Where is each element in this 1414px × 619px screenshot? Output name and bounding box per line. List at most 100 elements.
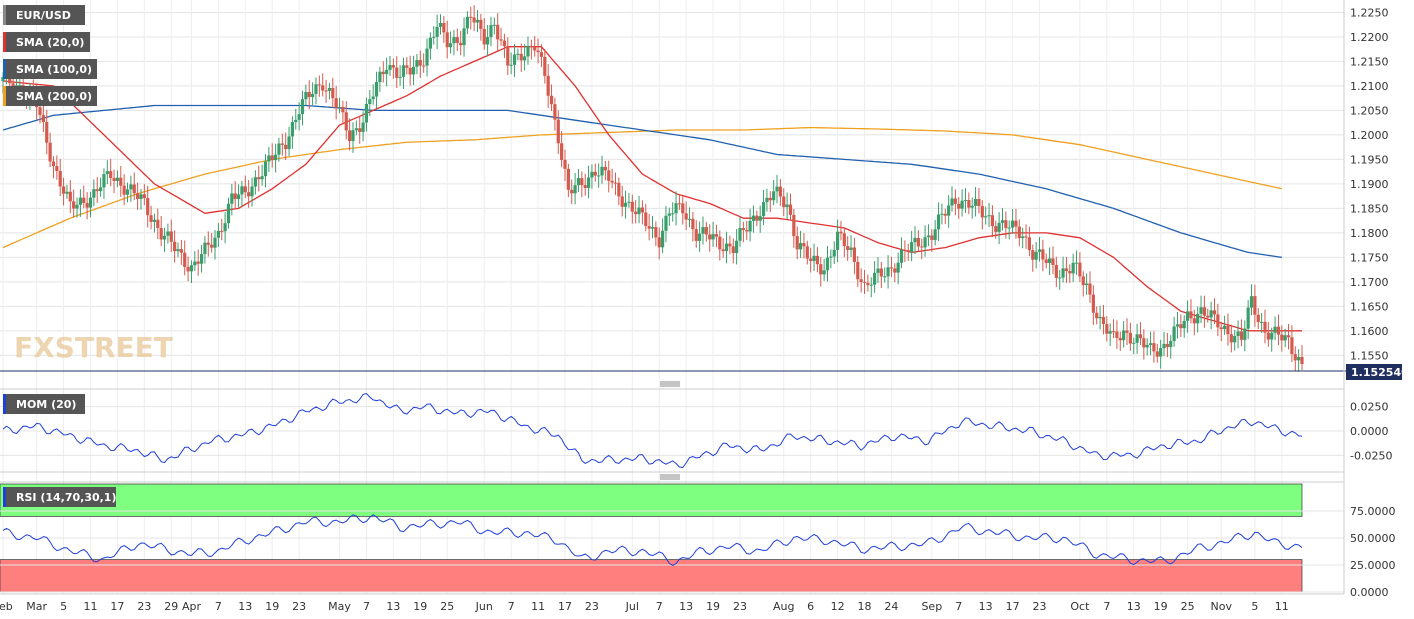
candle-body: [684, 213, 688, 220]
candle-body: [634, 211, 638, 215]
x-tick-label: 13: [679, 600, 693, 613]
candle-body: [1061, 268, 1065, 278]
candle-body: [72, 201, 76, 209]
legend-sma100[interactable]: SMA (100,0): [3, 59, 97, 79]
candle-body: [213, 237, 217, 248]
candle-body: [728, 243, 732, 247]
candle-body: [997, 222, 1001, 232]
legend-mom[interactable]: MOM (20): [3, 394, 85, 414]
x-tick-label: 19: [1154, 600, 1168, 613]
legend-rsi[interactable]: RSI (14,70,30,1): [3, 487, 116, 507]
candle-body: [839, 231, 843, 234]
candle-body: [169, 231, 173, 242]
candle-body: [371, 96, 375, 100]
candle-body: [173, 241, 177, 252]
candle-body: [603, 166, 607, 171]
candle-body: [358, 128, 362, 132]
candle-body: [893, 268, 897, 273]
price-y-tick-label: 1.1750: [1350, 251, 1389, 264]
rsi-y-tick-label: 0.0000: [1350, 586, 1389, 599]
fxstreet-watermark: FXSTREET: [14, 331, 173, 364]
x-tick-label: Nov: [1210, 600, 1232, 613]
candle-body: [543, 56, 547, 76]
candle-body: [327, 87, 332, 91]
x-tick-label: 25: [1181, 600, 1195, 613]
candle-body: [832, 249, 836, 257]
x-tick-label: Jul: [625, 600, 639, 613]
rsi-y-tick-label: 25.0000: [1350, 559, 1396, 572]
candle-body: [560, 143, 564, 160]
candle-body: [41, 115, 45, 123]
x-tick-label: 18: [858, 600, 872, 613]
candle-body: [445, 32, 449, 48]
candle-body: [136, 193, 140, 199]
candle-body: [146, 198, 150, 216]
candle-body: [499, 39, 503, 41]
x-tick-label: 13: [238, 600, 252, 613]
candle-body: [967, 199, 971, 208]
candle-body: [718, 236, 722, 250]
legend-sma200[interactable]: SMA (200,0): [3, 86, 97, 106]
candle-body: [798, 243, 803, 250]
candle-body: [1145, 344, 1149, 348]
x-tick-label: May: [328, 600, 351, 613]
legend-sma20[interactable]: SMA (20,0): [3, 32, 90, 52]
candle-body: [903, 249, 907, 251]
candle-body: [68, 191, 72, 202]
candle-body: [469, 16, 473, 18]
candle-body: [704, 227, 708, 235]
candle-body: [1135, 334, 1139, 343]
candle-body: [920, 246, 924, 248]
candle-body: [479, 19, 483, 29]
x-tick-label: 19: [706, 600, 720, 613]
candle-body: [18, 85, 22, 87]
candle-body: [1202, 307, 1207, 316]
last-price-badge: [1346, 364, 1402, 380]
rsi-line: [2, 514, 1303, 566]
candle-body: [778, 186, 782, 197]
x-tick-label: 7: [955, 600, 962, 613]
candle-body: [294, 119, 298, 123]
candle-body: [711, 234, 715, 240]
momentum-y-tick-label: 0.0250: [1350, 401, 1389, 414]
candle-body: [203, 242, 207, 255]
x-tick-label: Sep: [921, 600, 942, 613]
candle-body: [620, 196, 624, 207]
candle-body: [223, 223, 227, 232]
candle-body: [519, 53, 523, 61]
rsi-overbought-zone: [0, 483, 1303, 517]
candle-body: [849, 247, 853, 250]
candle-body: [1014, 220, 1018, 227]
legend-eurusd[interactable]: EUR/USD: [3, 5, 85, 25]
x-tick-label: 23: [1033, 600, 1047, 613]
candle-body: [1172, 326, 1176, 341]
candle-body: [738, 228, 742, 241]
candle-body: [856, 261, 860, 280]
candle-body: [1024, 236, 1028, 238]
candle-body: [432, 36, 436, 38]
candle-body: [866, 282, 870, 286]
panel-resize-handle-2[interactable]: [660, 474, 680, 480]
candle-body: [331, 87, 335, 99]
candle-body: [38, 107, 42, 116]
candle-body: [1074, 262, 1079, 264]
candle-body: [1115, 331, 1119, 338]
candle-body: [455, 37, 459, 43]
candle-body: [263, 161, 268, 177]
candle-body: [388, 65, 392, 70]
candle-body: [250, 186, 254, 197]
candle-body: [398, 76, 402, 78]
rsi-panel: 75.0000 50.0000 25.0000 0.0000 RSI (14,70,3…: [0, 481, 1396, 599]
candle-body: [51, 161, 56, 167]
candle-body: [304, 91, 308, 100]
candle-body: [149, 215, 153, 222]
candle-body: [933, 229, 937, 240]
candle-body: [317, 84, 321, 86]
candle-body: [1192, 318, 1196, 324]
x-tick-label: Aug: [773, 600, 794, 613]
candle-body: [361, 122, 365, 132]
candle-body: [378, 71, 382, 83]
candle-body: [496, 24, 500, 40]
panel-resize-handle-1[interactable]: [660, 381, 680, 387]
candle-body: [758, 216, 762, 221]
